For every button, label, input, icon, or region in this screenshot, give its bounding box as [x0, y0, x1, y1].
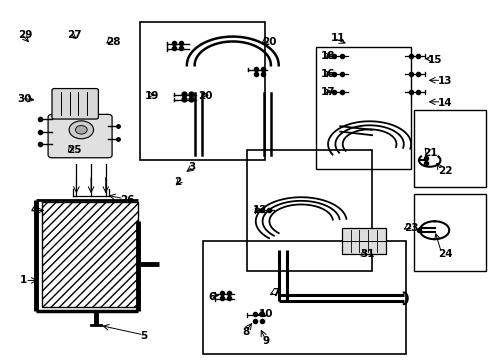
Bar	[247, 149, 372, 271]
Text: 9: 9	[262, 336, 269, 346]
Text: 23: 23	[404, 224, 418, 233]
Bar	[414, 194, 486, 271]
Bar	[42, 202, 138, 307]
Text: 25: 25	[67, 144, 81, 154]
Text: 14: 14	[438, 98, 453, 108]
Text: 11: 11	[331, 33, 345, 43]
Text: 13: 13	[438, 76, 452, 86]
Bar	[342, 228, 386, 253]
Text: 27: 27	[67, 30, 81, 40]
FancyBboxPatch shape	[52, 89, 98, 119]
Text: 12: 12	[252, 206, 267, 216]
Text: 15: 15	[428, 55, 443, 65]
Text: 4: 4	[30, 206, 37, 216]
FancyBboxPatch shape	[48, 114, 112, 158]
Text: 6: 6	[208, 292, 216, 302]
Text: 17: 17	[321, 87, 335, 97]
Text: 19: 19	[145, 91, 159, 101]
Text: 29: 29	[18, 30, 32, 40]
Text: 31: 31	[360, 248, 374, 258]
Text: 7: 7	[272, 288, 279, 298]
Text: 21: 21	[423, 148, 438, 158]
Text: 20: 20	[198, 91, 213, 101]
Circle shape	[75, 126, 87, 134]
Text: 18: 18	[321, 51, 335, 61]
Text: 2: 2	[174, 177, 181, 187]
Text: 5: 5	[140, 331, 147, 341]
Text: 20: 20	[262, 37, 276, 47]
Bar	[203, 241, 406, 354]
Text: 24: 24	[438, 248, 453, 258]
Text: 3: 3	[189, 162, 196, 172]
Bar	[140, 22, 265, 160]
Text: 30: 30	[18, 94, 32, 104]
Bar	[316, 47, 411, 169]
Text: 16: 16	[321, 69, 335, 79]
Text: 10: 10	[259, 310, 273, 319]
Text: 1: 1	[20, 275, 27, 285]
Text: 26: 26	[121, 195, 135, 205]
Text: 28: 28	[106, 37, 120, 47]
Text: 22: 22	[438, 166, 452, 176]
Circle shape	[69, 121, 94, 139]
Text: 8: 8	[243, 327, 250, 337]
Bar	[414, 110, 486, 187]
